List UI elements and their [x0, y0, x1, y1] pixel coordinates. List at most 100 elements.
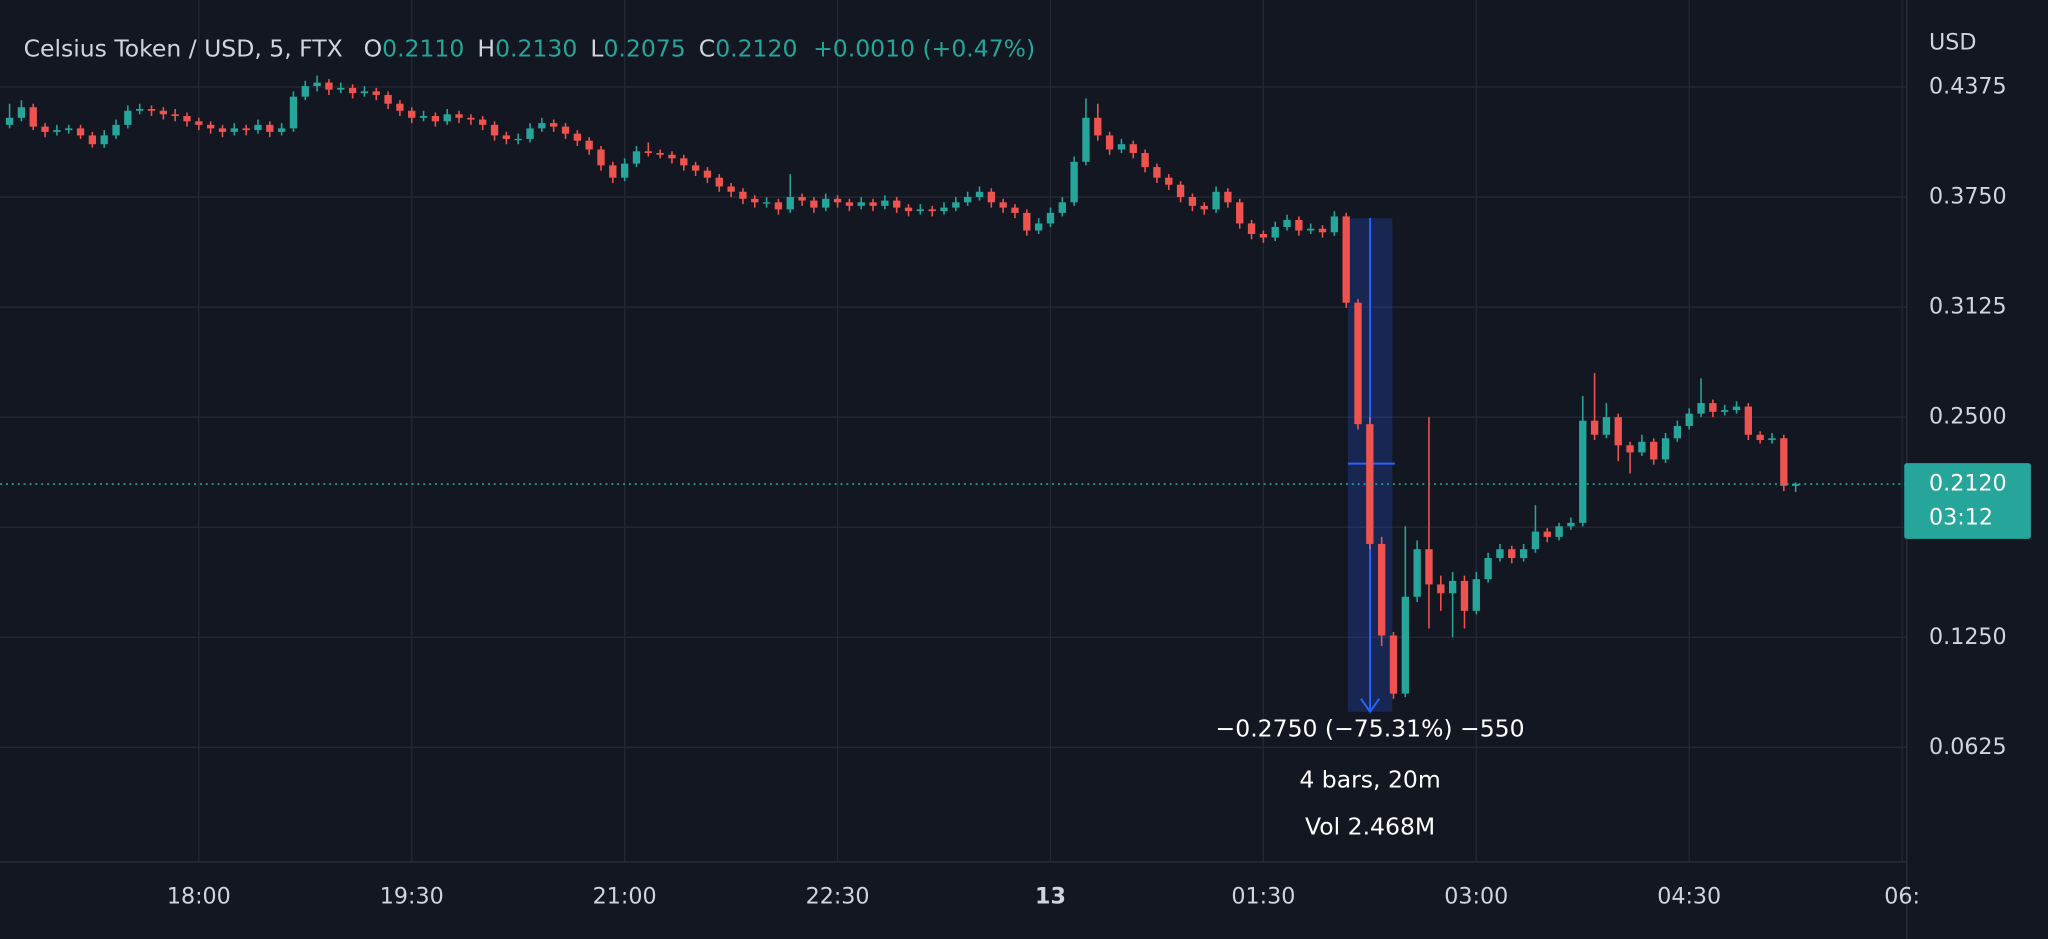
candle-body [975, 191, 984, 198]
candle-body [550, 123, 558, 127]
candle-body [1117, 144, 1126, 150]
candle-body [171, 114, 179, 117]
candle-body [289, 96, 298, 129]
y-tick-label: 0.3125 [1929, 294, 2007, 320]
candle-body [348, 87, 357, 94]
candle-body [1342, 216, 1350, 303]
ohlc-value: 0.2120 [715, 34, 797, 62]
candle-body [124, 110, 132, 125]
candle-body [845, 202, 854, 206]
candle-body [53, 130, 61, 132]
change: +0.0010 (+0.47%) [813, 34, 1035, 62]
y-axis-label: USD [1929, 30, 1976, 56]
candle-body [585, 140, 593, 150]
ohlc-key: O [364, 34, 382, 62]
x-tick-label: 03:00 [1444, 884, 1508, 910]
candle-body [1448, 580, 1457, 594]
candle-body [1082, 117, 1090, 162]
candle-body [1531, 531, 1540, 550]
candle-body [360, 91, 369, 94]
candle-body [195, 121, 203, 125]
candle-body [147, 108, 156, 111]
candle-body [159, 110, 168, 115]
x-tick-label: 22:30 [806, 884, 870, 910]
candle-body [1023, 212, 1031, 231]
candle-body [1673, 425, 1682, 439]
candle-body [76, 128, 85, 136]
ohlc-key: C [699, 34, 715, 62]
candle-body [1165, 177, 1173, 185]
candle-body [266, 124, 274, 132]
candle-body [301, 86, 309, 97]
candle-body [916, 209, 925, 212]
grid [0, 0, 1907, 862]
x-tick-label: 01:30 [1231, 884, 1295, 910]
candle-body [774, 202, 783, 210]
candle-body [1259, 234, 1268, 238]
candle-body [1377, 543, 1386, 636]
candle-body [739, 191, 747, 199]
candle-body [1460, 580, 1469, 611]
candle-body [1141, 153, 1149, 168]
x-tick-label: 21:00 [593, 884, 657, 910]
candle-body [1011, 207, 1019, 213]
candle-body [1508, 549, 1516, 559]
candle-body [632, 151, 641, 164]
candle-body [384, 94, 392, 104]
candle-body [656, 153, 664, 155]
measure-volume: Vol 2.468M [1305, 812, 1435, 840]
candle-body [431, 116, 440, 122]
candle-body [230, 128, 238, 132]
candle-body [1200, 205, 1208, 210]
candle-body [1685, 413, 1693, 426]
candle-body [136, 108, 144, 111]
candle-body [1519, 549, 1528, 559]
candle-body [869, 202, 877, 206]
candle-body [810, 200, 818, 208]
candle-body [881, 200, 889, 206]
candle-body [668, 154, 676, 159]
candle-body [1212, 191, 1220, 210]
measure-arrowhead [1360, 698, 1381, 714]
candle-body [833, 198, 842, 203]
candle-body [1614, 417, 1622, 446]
candle-body [857, 202, 865, 206]
candle-body [183, 116, 191, 122]
candle-body [644, 151, 652, 154]
y-tick-label: 0.0625 [1929, 734, 2007, 760]
candle-body [1650, 441, 1658, 460]
countdown: 03:12 [1929, 505, 1993, 531]
candle-body [1176, 184, 1185, 198]
y-tick-label: 0.4375 [1929, 73, 2007, 99]
candle-body [218, 128, 227, 132]
candle-body [609, 165, 617, 178]
candle-body [1437, 584, 1445, 594]
ohlc-value: 0.2075 [603, 34, 685, 62]
candle-body [1626, 445, 1634, 453]
candle-body [1732, 406, 1741, 411]
candle-body [999, 202, 1007, 208]
candle-body [1709, 403, 1717, 412]
candle-body [206, 124, 215, 129]
candle-body [762, 202, 771, 204]
candle-body [1307, 228, 1315, 231]
x-tick-label: 04:30 [1657, 884, 1721, 910]
candle-body [1555, 526, 1563, 537]
candle-body [1791, 484, 1800, 486]
candle-body [490, 124, 499, 136]
x-tick-label: 18:00 [167, 884, 231, 910]
candle-body [798, 197, 806, 201]
candle-body [325, 82, 333, 90]
candle-body [940, 207, 948, 212]
candle-body [100, 135, 108, 145]
candle-body [88, 135, 97, 145]
ohlc-key: L [590, 34, 603, 62]
candle-body [538, 123, 546, 129]
candle-body [1330, 216, 1339, 233]
candle-body [597, 149, 605, 166]
candle-body [1721, 410, 1729, 412]
candle-body [1744, 406, 1753, 435]
candle-body [29, 107, 37, 127]
candle-body [1129, 144, 1137, 154]
